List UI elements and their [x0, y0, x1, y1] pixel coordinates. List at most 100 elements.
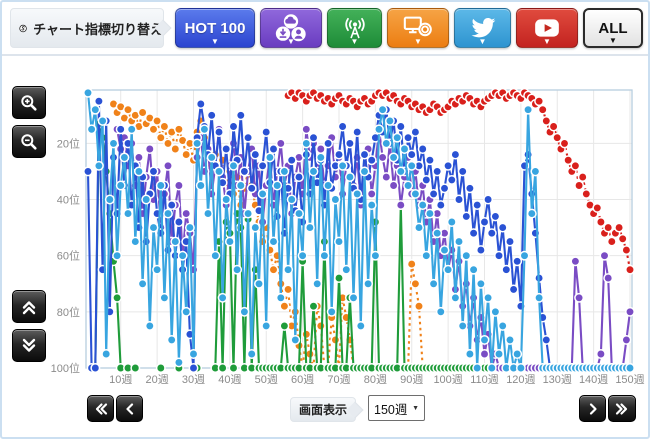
data-point: [294, 172, 304, 183]
data-point: [144, 144, 155, 154]
downloads-button[interactable]: ▼: [260, 8, 322, 48]
data-point: [348, 292, 359, 303]
data-point: [534, 96, 545, 107]
data-point: [330, 194, 341, 205]
page-first-button[interactable]: [87, 395, 114, 422]
data-point: [621, 334, 632, 345]
data-point: [261, 320, 272, 331]
chart-metric-switch-label: チャート指標切り替え: [10, 8, 164, 48]
x-tick-label: 130週: [543, 373, 572, 386]
data-point: [537, 104, 548, 115]
data-point: [614, 222, 625, 233]
data-point: [421, 174, 432, 185]
scroll-down-button[interactable]: [12, 329, 46, 362]
series-line-twitter: [86, 92, 630, 370]
data-point: [625, 363, 635, 373]
data-point: [148, 166, 159, 177]
data-point: [217, 292, 228, 303]
data-point: [446, 174, 457, 185]
data-point: [337, 160, 348, 171]
data-point: [286, 194, 297, 205]
data-point: [133, 152, 144, 163]
data-point: [403, 180, 414, 191]
data-point: [315, 152, 326, 163]
data-point: [166, 334, 177, 345]
data-point: [392, 132, 403, 143]
data-point: [101, 349, 112, 359]
page-next-button[interactable]: [579, 395, 606, 422]
data-point: [224, 236, 235, 247]
data-point: [315, 144, 326, 154]
data-point: [173, 357, 184, 368]
data-point: [337, 121, 348, 132]
data-point: [377, 152, 388, 163]
data-point: [592, 202, 603, 213]
data-point: [534, 292, 545, 303]
display-range-value: 150週: [374, 402, 408, 417]
data-point: [475, 245, 486, 256]
double-chevron-left-icon: [95, 402, 107, 415]
data-point: [221, 144, 232, 154]
radio-button[interactable]: ▼: [327, 8, 382, 48]
data-point: [570, 256, 581, 267]
monitor-disc-icon: [403, 16, 432, 37]
data-point: [541, 115, 552, 126]
data-point: [344, 138, 355, 149]
data-point: [366, 188, 377, 199]
data-point: [123, 208, 133, 219]
data-point: [243, 208, 254, 219]
twitter-button[interactable]: ▼: [454, 8, 511, 48]
data-point: [83, 87, 93, 98]
data-point: [468, 264, 479, 275]
data-point: [163, 138, 173, 149]
zoom-in-button[interactable]: [12, 86, 46, 119]
data-point: [152, 264, 163, 275]
dropdown-caret-icon: ▼: [414, 37, 422, 46]
data-point: [508, 284, 519, 295]
radio-antenna-icon: [344, 17, 365, 39]
data-point: [246, 349, 257, 359]
data-point: [155, 180, 166, 191]
display-range-select[interactable]: 150週 ▼: [368, 395, 425, 421]
y-tick-label: 20位: [57, 136, 80, 150]
all-button-label: ALL: [598, 19, 628, 37]
data-point: [304, 222, 315, 233]
data-point: [257, 188, 268, 199]
data-point: [334, 149, 344, 160]
data-point: [159, 121, 170, 132]
chart-metric-switch-text: チャート指標切り替え: [33, 21, 163, 37]
scroll-up-button[interactable]: [12, 290, 46, 323]
data-point: [268, 264, 279, 275]
data-point: [123, 104, 133, 115]
page-last-button[interactable]: [608, 395, 636, 422]
data-point: [603, 273, 614, 284]
data-point: [606, 236, 617, 247]
x-tick-label: 50週: [255, 373, 278, 386]
data-point: [268, 236, 279, 247]
hot100-button[interactable]: HOT 100 ▼: [175, 8, 255, 48]
youtube-button[interactable]: ▼: [516, 8, 578, 48]
y-tick-label: 80位: [57, 305, 80, 319]
data-point: [326, 306, 337, 317]
data-point: [505, 236, 515, 247]
data-point: [181, 208, 192, 219]
data-point: [472, 363, 483, 373]
dropdown-caret-icon: ▼: [211, 37, 219, 46]
all-button[interactable]: ALL ▼: [583, 8, 643, 48]
data-point: [490, 211, 501, 222]
data-point: [461, 250, 472, 261]
data-point: [286, 155, 297, 166]
data-point: [279, 301, 290, 312]
data-point: [188, 349, 199, 359]
data-point: [308, 301, 319, 312]
zoom-out-button[interactable]: [12, 125, 46, 158]
data-point: [279, 166, 290, 177]
data-point: [483, 292, 494, 303]
data-point: [243, 132, 254, 143]
video-button[interactable]: ▼: [387, 8, 449, 48]
page-prev-button[interactable]: [116, 395, 143, 422]
data-point: [417, 144, 428, 154]
data-point: [203, 208, 213, 219]
data-point: [232, 264, 243, 275]
data-point: [228, 160, 239, 171]
